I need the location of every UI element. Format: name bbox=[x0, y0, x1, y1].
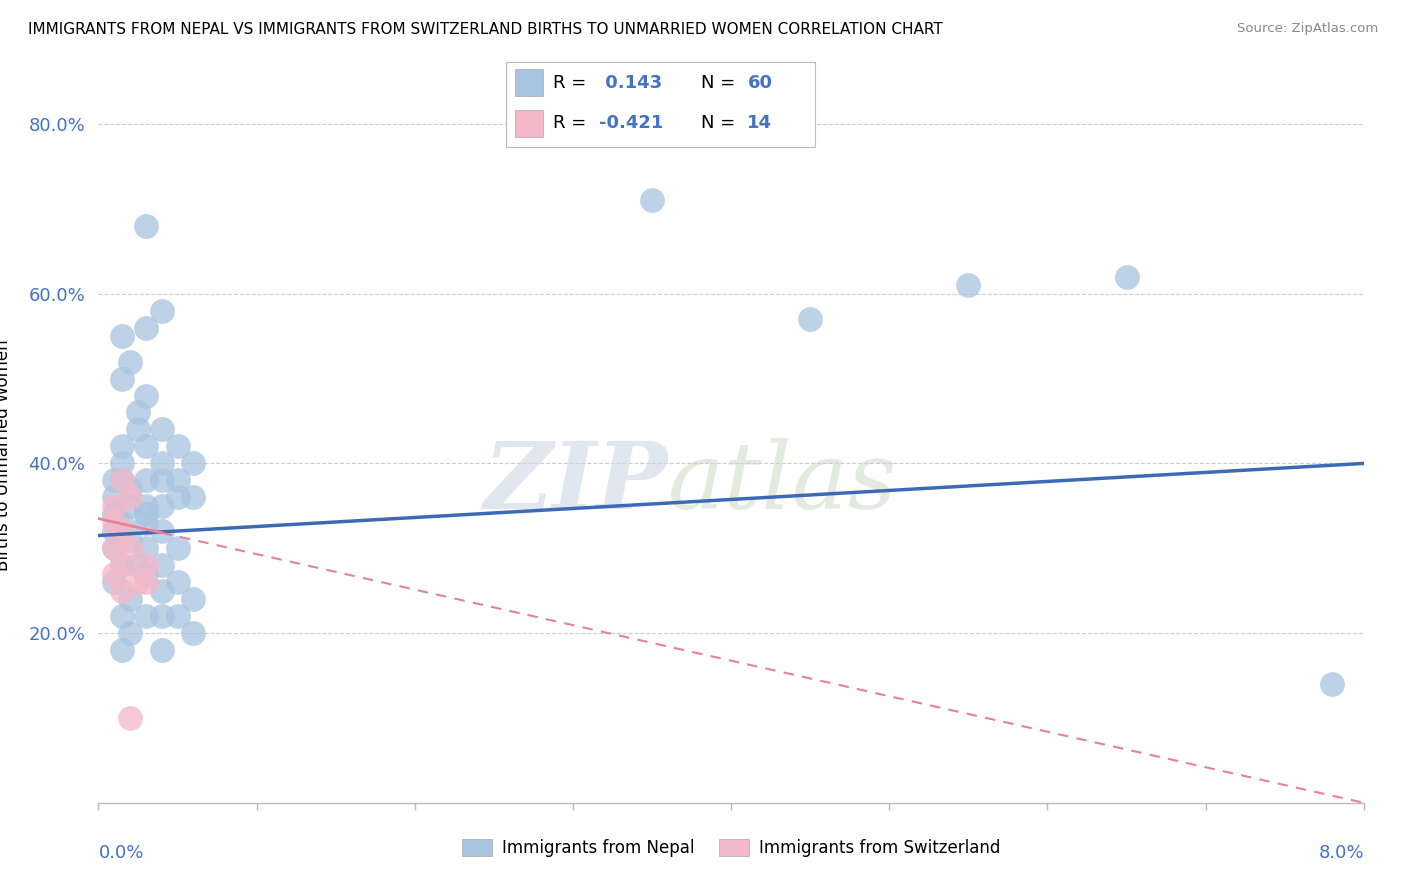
Point bbox=[111, 516, 134, 530]
Point bbox=[120, 491, 141, 505]
Point bbox=[166, 609, 188, 624]
Point bbox=[183, 491, 205, 505]
Point bbox=[135, 575, 157, 590]
Point bbox=[103, 516, 125, 530]
Point bbox=[135, 388, 157, 402]
Text: R =: R = bbox=[553, 74, 586, 92]
Point bbox=[111, 457, 134, 471]
Point bbox=[103, 508, 125, 522]
Point bbox=[135, 508, 157, 522]
Point bbox=[150, 457, 173, 471]
Point bbox=[150, 558, 173, 573]
Point bbox=[103, 541, 125, 556]
Point bbox=[120, 533, 141, 547]
Point bbox=[127, 558, 149, 573]
Point bbox=[135, 320, 157, 334]
Point bbox=[150, 583, 173, 598]
Text: atlas: atlas bbox=[668, 438, 897, 528]
Point bbox=[1322, 677, 1344, 691]
Point bbox=[799, 312, 821, 326]
Point bbox=[166, 491, 188, 505]
Point bbox=[150, 303, 173, 318]
Text: 60: 60 bbox=[748, 74, 772, 92]
Text: N =: N = bbox=[702, 74, 735, 92]
Point bbox=[150, 524, 173, 539]
Point bbox=[120, 354, 141, 368]
Point bbox=[111, 583, 134, 598]
Point bbox=[120, 541, 141, 556]
Point bbox=[111, 371, 134, 385]
Point bbox=[135, 558, 157, 573]
Text: 8.0%: 8.0% bbox=[1319, 845, 1364, 863]
Text: 0.0%: 0.0% bbox=[98, 845, 143, 863]
Point bbox=[111, 439, 134, 453]
Point bbox=[103, 524, 125, 539]
Point bbox=[150, 474, 173, 488]
Point bbox=[150, 609, 173, 624]
Text: R =: R = bbox=[553, 114, 586, 132]
Point bbox=[150, 499, 173, 513]
Point bbox=[120, 482, 141, 496]
Point bbox=[111, 643, 134, 657]
Point bbox=[150, 422, 173, 436]
Point bbox=[150, 643, 173, 657]
Point bbox=[103, 474, 125, 488]
Point bbox=[183, 592, 205, 607]
Point bbox=[120, 711, 141, 725]
Text: Source: ZipAtlas.com: Source: ZipAtlas.com bbox=[1237, 22, 1378, 36]
Point bbox=[103, 541, 125, 556]
Point bbox=[120, 592, 141, 607]
Point bbox=[166, 474, 188, 488]
FancyBboxPatch shape bbox=[516, 70, 543, 96]
Point bbox=[183, 626, 205, 640]
Point bbox=[166, 541, 188, 556]
Point bbox=[135, 439, 157, 453]
Point bbox=[111, 558, 134, 573]
Text: -0.421: -0.421 bbox=[599, 114, 664, 132]
Point bbox=[183, 457, 205, 471]
Point bbox=[641, 194, 664, 208]
Point bbox=[120, 626, 141, 640]
Legend: Immigrants from Nepal, Immigrants from Switzerland: Immigrants from Nepal, Immigrants from S… bbox=[456, 832, 1007, 864]
Point bbox=[135, 566, 157, 581]
Y-axis label: Births to Unmarried Women: Births to Unmarried Women bbox=[0, 339, 11, 571]
Point bbox=[166, 575, 188, 590]
Text: IMMIGRANTS FROM NEPAL VS IMMIGRANTS FROM SWITZERLAND BIRTHS TO UNMARRIED WOMEN C: IMMIGRANTS FROM NEPAL VS IMMIGRANTS FROM… bbox=[28, 22, 943, 37]
Point bbox=[166, 439, 188, 453]
Point bbox=[111, 558, 134, 573]
Text: ZIP: ZIP bbox=[484, 438, 668, 528]
Point bbox=[135, 219, 157, 233]
Text: 14: 14 bbox=[748, 114, 772, 132]
Point bbox=[127, 422, 149, 436]
Point bbox=[957, 278, 980, 293]
Text: N =: N = bbox=[702, 114, 735, 132]
Point bbox=[135, 499, 157, 513]
Point bbox=[127, 405, 149, 419]
Point bbox=[111, 474, 134, 488]
Point bbox=[120, 499, 141, 513]
Point bbox=[127, 575, 149, 590]
Point bbox=[103, 499, 125, 513]
Point bbox=[135, 516, 157, 530]
Point bbox=[111, 474, 134, 488]
Point bbox=[135, 609, 157, 624]
Point bbox=[103, 575, 125, 590]
Point bbox=[135, 474, 157, 488]
Point bbox=[111, 329, 134, 343]
Point bbox=[135, 541, 157, 556]
Point bbox=[111, 524, 134, 539]
Point bbox=[111, 609, 134, 624]
FancyBboxPatch shape bbox=[516, 110, 543, 137]
Point bbox=[103, 566, 125, 581]
Point bbox=[103, 491, 125, 505]
Text: 0.143: 0.143 bbox=[599, 74, 662, 92]
Point bbox=[1115, 269, 1137, 284]
